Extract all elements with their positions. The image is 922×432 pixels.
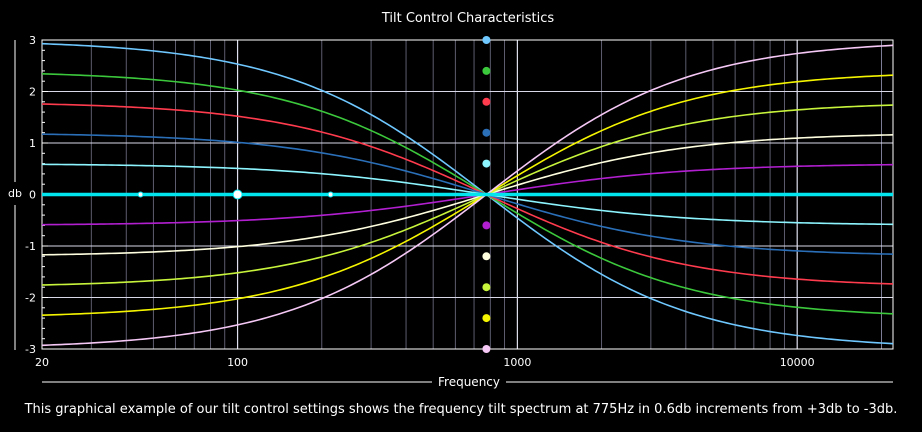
series-line xyxy=(41,74,894,316)
x-axis-label: Frequency xyxy=(438,375,500,389)
series-group xyxy=(41,42,894,347)
pivot-marker-dot xyxy=(482,159,491,168)
pivot-marker-dot xyxy=(482,314,491,323)
series-line xyxy=(41,42,894,345)
y-tick-label: 0 xyxy=(29,189,36,202)
series-line xyxy=(41,44,894,347)
x-tick-label: 100 xyxy=(227,356,248,369)
series-line xyxy=(41,134,894,256)
x-tick-label: 20 xyxy=(35,356,49,369)
pivot-marker-dot xyxy=(482,66,491,75)
pivot-marker-dot xyxy=(482,128,491,137)
zero-line-marker xyxy=(327,191,334,198)
series-line xyxy=(41,163,894,226)
y-tick-label: -3 xyxy=(25,343,36,356)
x-tick-label: 1000 xyxy=(503,356,531,369)
pivot-marker-dot xyxy=(482,345,491,353)
chart-title: Tilt Control Characteristics xyxy=(381,11,555,26)
marker-group xyxy=(137,36,491,353)
series-line xyxy=(41,104,894,286)
x-tick-label: 10000 xyxy=(780,356,815,369)
series-line xyxy=(41,133,894,255)
y-tick-label: 3 xyxy=(29,34,36,47)
y-tick-label: 2 xyxy=(29,86,36,99)
series-line xyxy=(41,73,894,315)
pivot-marker-dot xyxy=(482,36,491,44)
zero-line-marker xyxy=(137,191,144,198)
zero-line-marker xyxy=(232,189,243,200)
tick-labels: 20 100 1000 10000 3 2 1 0 -1 -2 -3 xyxy=(25,34,815,369)
y-axis-label: db xyxy=(8,187,22,200)
pivot-marker-dot xyxy=(482,252,491,261)
pivot-marker-dot xyxy=(482,221,491,230)
axis-labels: Frequency db xyxy=(8,40,893,389)
series-line xyxy=(41,163,894,226)
y-tick-label: 1 xyxy=(29,137,36,150)
y-tick-label: -2 xyxy=(25,292,36,305)
pivot-marker-dot xyxy=(482,283,491,292)
series-line xyxy=(41,103,894,285)
pivot-marker-dot xyxy=(482,97,491,106)
y-tick-label: -1 xyxy=(25,240,36,253)
caption: This graphical example of our tilt contr… xyxy=(24,402,898,417)
